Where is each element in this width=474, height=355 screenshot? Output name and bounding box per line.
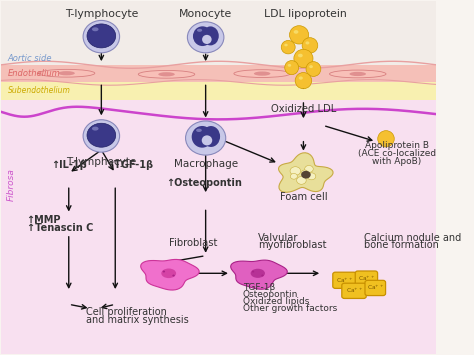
Ellipse shape [173,274,175,277]
Text: Other growth factors: Other growth factors [243,304,337,313]
Text: ↑Tenascin C: ↑Tenascin C [27,223,93,233]
Ellipse shape [305,165,313,173]
Ellipse shape [92,127,99,131]
Ellipse shape [185,121,226,155]
Ellipse shape [251,269,265,278]
Text: T-lymphocyte: T-lymphocyte [64,9,138,19]
Ellipse shape [138,70,195,78]
Text: Apoliprotein B: Apoliprotein B [365,141,429,150]
Text: T-lymphocyte: T-lymphocyte [66,157,137,166]
Ellipse shape [309,65,313,68]
Ellipse shape [234,70,291,77]
Ellipse shape [261,274,264,276]
Text: ↑Osteopontin: ↑Osteopontin [166,178,242,188]
Text: myofibroblast: myofibroblast [258,240,326,250]
Ellipse shape [161,268,176,278]
Text: Valvular: Valvular [258,233,298,243]
Ellipse shape [92,27,99,31]
FancyBboxPatch shape [365,280,385,296]
Ellipse shape [299,76,303,80]
Ellipse shape [202,26,219,45]
Text: Subendothelium: Subendothelium [8,86,71,95]
Text: Osteopontin: Osteopontin [243,290,298,299]
Ellipse shape [290,174,297,179]
Text: Ca$^{++}$: Ca$^{++}$ [367,284,384,293]
Ellipse shape [307,173,316,180]
Ellipse shape [305,42,310,44]
Text: Macrophage: Macrophage [173,159,237,169]
Text: Oxidized LDL: Oxidized LDL [271,104,336,114]
Ellipse shape [193,26,212,46]
Text: ↑IL-1β: ↑IL-1β [51,160,87,170]
Text: Calcium nodule and: Calcium nodule and [364,233,462,243]
Ellipse shape [38,69,95,77]
Bar [1,100,436,354]
Ellipse shape [301,170,308,175]
Ellipse shape [329,70,386,78]
Text: ↑MMP: ↑MMP [27,215,61,225]
FancyBboxPatch shape [342,283,366,299]
Ellipse shape [87,123,116,147]
Ellipse shape [83,120,119,152]
Bar [1,65,436,82]
Ellipse shape [306,62,321,76]
Bar [1,1,436,65]
Text: bone formation: bone formation [364,240,439,250]
Ellipse shape [187,22,224,53]
Text: Aortic side: Aortic side [8,54,53,63]
Ellipse shape [302,38,318,53]
Ellipse shape [191,126,213,148]
Polygon shape [141,260,199,290]
Text: TGF-1β: TGF-1β [243,283,275,292]
Ellipse shape [163,271,165,273]
Ellipse shape [290,167,301,175]
Ellipse shape [83,20,119,53]
Ellipse shape [301,171,311,179]
Ellipse shape [295,72,312,89]
Text: Cell proliferation: Cell proliferation [86,307,167,317]
Text: Oxidized lipids: Oxidized lipids [243,297,309,306]
Bar [1,82,436,100]
Text: Ca$^{++}$: Ca$^{++}$ [336,276,353,285]
Ellipse shape [252,271,254,273]
FancyBboxPatch shape [355,271,378,287]
Text: Foam cell: Foam cell [280,192,327,202]
Ellipse shape [281,40,295,54]
Text: Ca$^{++}$: Ca$^{++}$ [358,274,375,283]
Ellipse shape [196,129,202,132]
Text: and matrix synthesis: and matrix synthesis [86,315,189,325]
Ellipse shape [197,29,202,32]
Ellipse shape [285,61,299,75]
Ellipse shape [293,30,299,34]
Ellipse shape [378,131,394,147]
Text: (ACE co-localized: (ACE co-localized [358,149,436,158]
Ellipse shape [349,72,366,76]
Text: LDL lipoprotein: LDL lipoprotein [264,9,347,19]
FancyBboxPatch shape [333,272,356,288]
Text: with ApoB): with ApoB) [372,157,421,166]
Text: Fibroblast: Fibroblast [169,237,217,248]
Ellipse shape [87,24,116,48]
Polygon shape [231,260,287,289]
Ellipse shape [202,135,212,146]
Text: Monocyte: Monocyte [179,9,232,19]
Text: ↑TGF-1β: ↑TGF-1β [106,160,153,170]
Ellipse shape [58,71,75,75]
Text: Fibrosa: Fibrosa [7,168,16,201]
Ellipse shape [294,49,313,67]
Text: Endothelium: Endothelium [8,70,61,78]
Ellipse shape [284,44,288,47]
Text: Ca$^{++}$: Ca$^{++}$ [346,286,363,295]
Ellipse shape [288,64,291,67]
Ellipse shape [158,72,175,76]
Ellipse shape [298,54,303,58]
Ellipse shape [202,35,212,44]
Ellipse shape [297,176,306,184]
Ellipse shape [290,26,309,44]
Ellipse shape [254,71,270,76]
Polygon shape [279,153,333,192]
Ellipse shape [202,126,220,147]
